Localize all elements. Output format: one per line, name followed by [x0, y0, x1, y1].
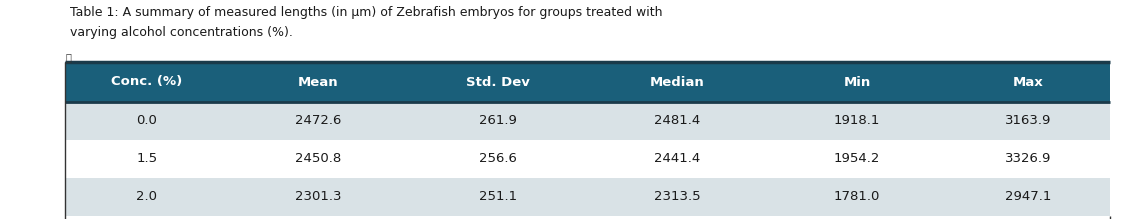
Text: 2301.3: 2301.3 — [294, 191, 342, 203]
Bar — [408, 62, 588, 102]
Bar — [767, 178, 946, 216]
Bar — [65, 178, 228, 216]
Bar — [588, 102, 767, 140]
Bar — [767, 140, 946, 178]
Text: Max: Max — [1013, 76, 1043, 88]
Bar — [408, 178, 588, 216]
Text: 1781.0: 1781.0 — [834, 191, 880, 203]
Bar — [946, 140, 1110, 178]
Bar — [946, 62, 1110, 102]
Bar — [228, 178, 408, 216]
Bar — [228, 216, 408, 219]
Text: varying alcohol concentrations (%).: varying alcohol concentrations (%). — [70, 26, 293, 39]
Bar — [946, 216, 1110, 219]
Text: 0.0: 0.0 — [136, 115, 157, 127]
Text: 2481.4: 2481.4 — [654, 115, 700, 127]
Text: 1954.2: 1954.2 — [834, 152, 880, 166]
Text: Std. Dev: Std. Dev — [466, 76, 530, 88]
Text: Mean: Mean — [298, 76, 338, 88]
Bar — [588, 216, 767, 219]
Bar — [767, 62, 946, 102]
Bar — [65, 140, 228, 178]
Bar — [408, 216, 588, 219]
Text: Min: Min — [844, 76, 871, 88]
Text: 261.9: 261.9 — [478, 115, 517, 127]
Text: 2313.5: 2313.5 — [654, 191, 700, 203]
Text: 256.6: 256.6 — [478, 152, 517, 166]
Text: 2441.4: 2441.4 — [654, 152, 700, 166]
Bar — [65, 102, 228, 140]
Text: 1918.1: 1918.1 — [834, 115, 880, 127]
Text: 2947.1: 2947.1 — [1005, 191, 1051, 203]
Text: 2.0: 2.0 — [136, 191, 157, 203]
Bar — [588, 62, 767, 102]
Text: 1.5: 1.5 — [136, 152, 157, 166]
Bar — [588, 178, 767, 216]
Bar — [588, 140, 767, 178]
Bar — [228, 140, 408, 178]
Text: Median: Median — [650, 76, 705, 88]
Text: 2450.8: 2450.8 — [294, 152, 341, 166]
Text: 3326.9: 3326.9 — [1005, 152, 1051, 166]
Text: Table 1: A summary of measured lengths (in μm) of Zebrafish embryos for groups t: Table 1: A summary of measured lengths (… — [70, 6, 662, 19]
Bar — [767, 102, 946, 140]
Bar — [946, 178, 1110, 216]
Text: 251.1: 251.1 — [478, 191, 517, 203]
Bar — [408, 102, 588, 140]
Bar — [65, 62, 228, 102]
Bar — [408, 140, 588, 178]
Bar — [228, 102, 408, 140]
Bar — [946, 102, 1110, 140]
Text: ⌖: ⌖ — [67, 52, 72, 62]
Text: 2472.6: 2472.6 — [294, 115, 342, 127]
Text: Conc. (%): Conc. (%) — [111, 76, 183, 88]
Bar — [65, 216, 228, 219]
Text: 3163.9: 3163.9 — [1005, 115, 1051, 127]
Bar — [767, 216, 946, 219]
Bar — [228, 62, 408, 102]
